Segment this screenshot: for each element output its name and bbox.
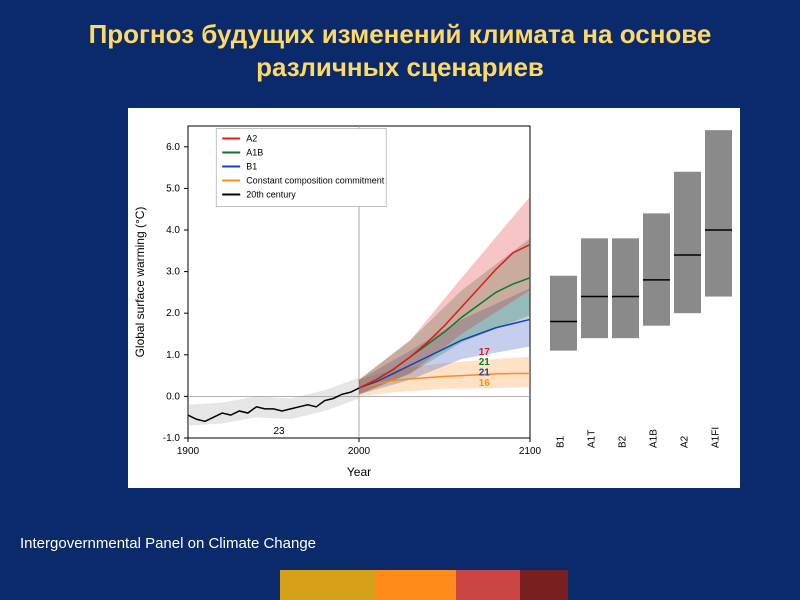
footer-segment <box>568 570 800 600</box>
svg-text:1900: 1900 <box>177 446 200 457</box>
svg-text:1.0: 1.0 <box>166 350 180 361</box>
svg-text:B1: B1 <box>556 435 567 448</box>
svg-text:A1B: A1B <box>649 429 660 448</box>
svg-text:2.0: 2.0 <box>166 308 180 319</box>
svg-text:21: 21 <box>479 368 491 379</box>
svg-text:A2: A2 <box>680 435 691 448</box>
svg-text:23: 23 <box>274 426 286 437</box>
footer-segment <box>456 570 520 600</box>
slide-root: Прогноз будущих изменений климата на осн… <box>0 0 800 600</box>
footer-bar <box>0 570 800 600</box>
svg-text:16: 16 <box>479 378 491 389</box>
svg-text:Global surface warming (°C): Global surface warming (°C) <box>133 207 147 358</box>
source-credit: Intergovernmental Panel on Climate Chang… <box>20 535 316 552</box>
chart-container: -1.0 0.0 1.0 2.0 3.0 4.0 5.0 6.0 1900 2000 2100 Yea… <box>128 108 740 488</box>
climate-chart: -1.0 0.0 1.0 2.0 3.0 4.0 5.0 6.0 1900 2000 2100 Yea… <box>128 108 740 488</box>
footer-segment <box>0 570 280 600</box>
svg-text:Constant composition commitmen: Constant composition commitment <box>246 175 385 185</box>
footer-segment <box>280 570 376 600</box>
svg-text:5.0: 5.0 <box>166 183 180 194</box>
svg-text:A1FI: A1FI <box>711 427 722 448</box>
svg-text:17: 17 <box>479 347 491 358</box>
slide-title: Прогноз будущих изменений климата на осн… <box>0 0 800 93</box>
svg-text:21: 21 <box>479 357 491 368</box>
svg-text:Year: Year <box>347 465 371 479</box>
svg-text:6.0: 6.0 <box>166 142 180 153</box>
svg-text:B2: B2 <box>618 435 629 448</box>
svg-text:4.0: 4.0 <box>166 225 180 236</box>
svg-text:3.0: 3.0 <box>166 267 180 278</box>
svg-text:-1.0: -1.0 <box>163 433 181 444</box>
svg-text:2100: 2100 <box>519 446 542 457</box>
svg-text:A2: A2 <box>246 133 257 143</box>
svg-text:B1: B1 <box>246 161 257 171</box>
svg-text:20th century: 20th century <box>246 189 296 199</box>
svg-text:2000: 2000 <box>348 446 371 457</box>
footer-segment <box>520 570 568 600</box>
svg-text:0.0: 0.0 <box>166 391 180 402</box>
svg-text:A1T: A1T <box>587 430 598 448</box>
svg-text:A1B: A1B <box>246 147 263 157</box>
footer-segment <box>376 570 456 600</box>
